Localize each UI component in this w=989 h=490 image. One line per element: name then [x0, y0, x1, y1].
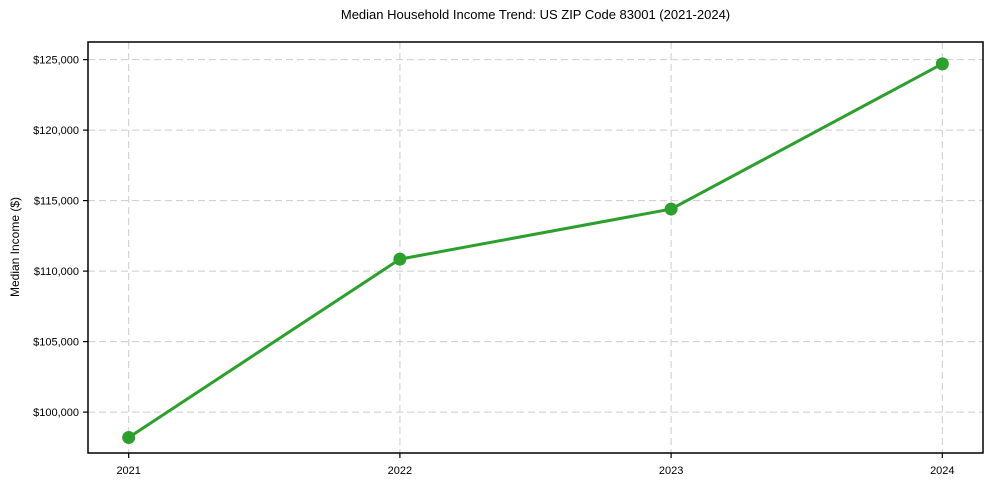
data-point-2021 [122, 430, 136, 444]
plot-border [87, 41, 984, 454]
x-tick-label: 2022 [388, 465, 412, 477]
y-tick-label: $105,000 [33, 337, 79, 349]
y-tick-label: $125,000 [33, 55, 79, 67]
y-tick-label: $100,000 [33, 407, 79, 419]
y-tick-label: $110,000 [34, 266, 79, 278]
y-axis-label: Median Income ($) [8, 196, 22, 298]
data-point-2022 [393, 252, 407, 266]
y-tick-label: $120,000 [33, 125, 79, 137]
chart-title: Median Household Income Trend: US ZIP Co… [340, 7, 731, 22]
x-tick-label: 2021 [116, 465, 140, 477]
x-tick-label: 2023 [659, 465, 683, 477]
trend-line [127, 62, 944, 439]
y-tick-label: $115,000 [34, 196, 79, 208]
data-point-2023 [664, 202, 678, 216]
x-tick-label: 2024 [930, 465, 954, 477]
data-point-2024 [935, 57, 949, 71]
